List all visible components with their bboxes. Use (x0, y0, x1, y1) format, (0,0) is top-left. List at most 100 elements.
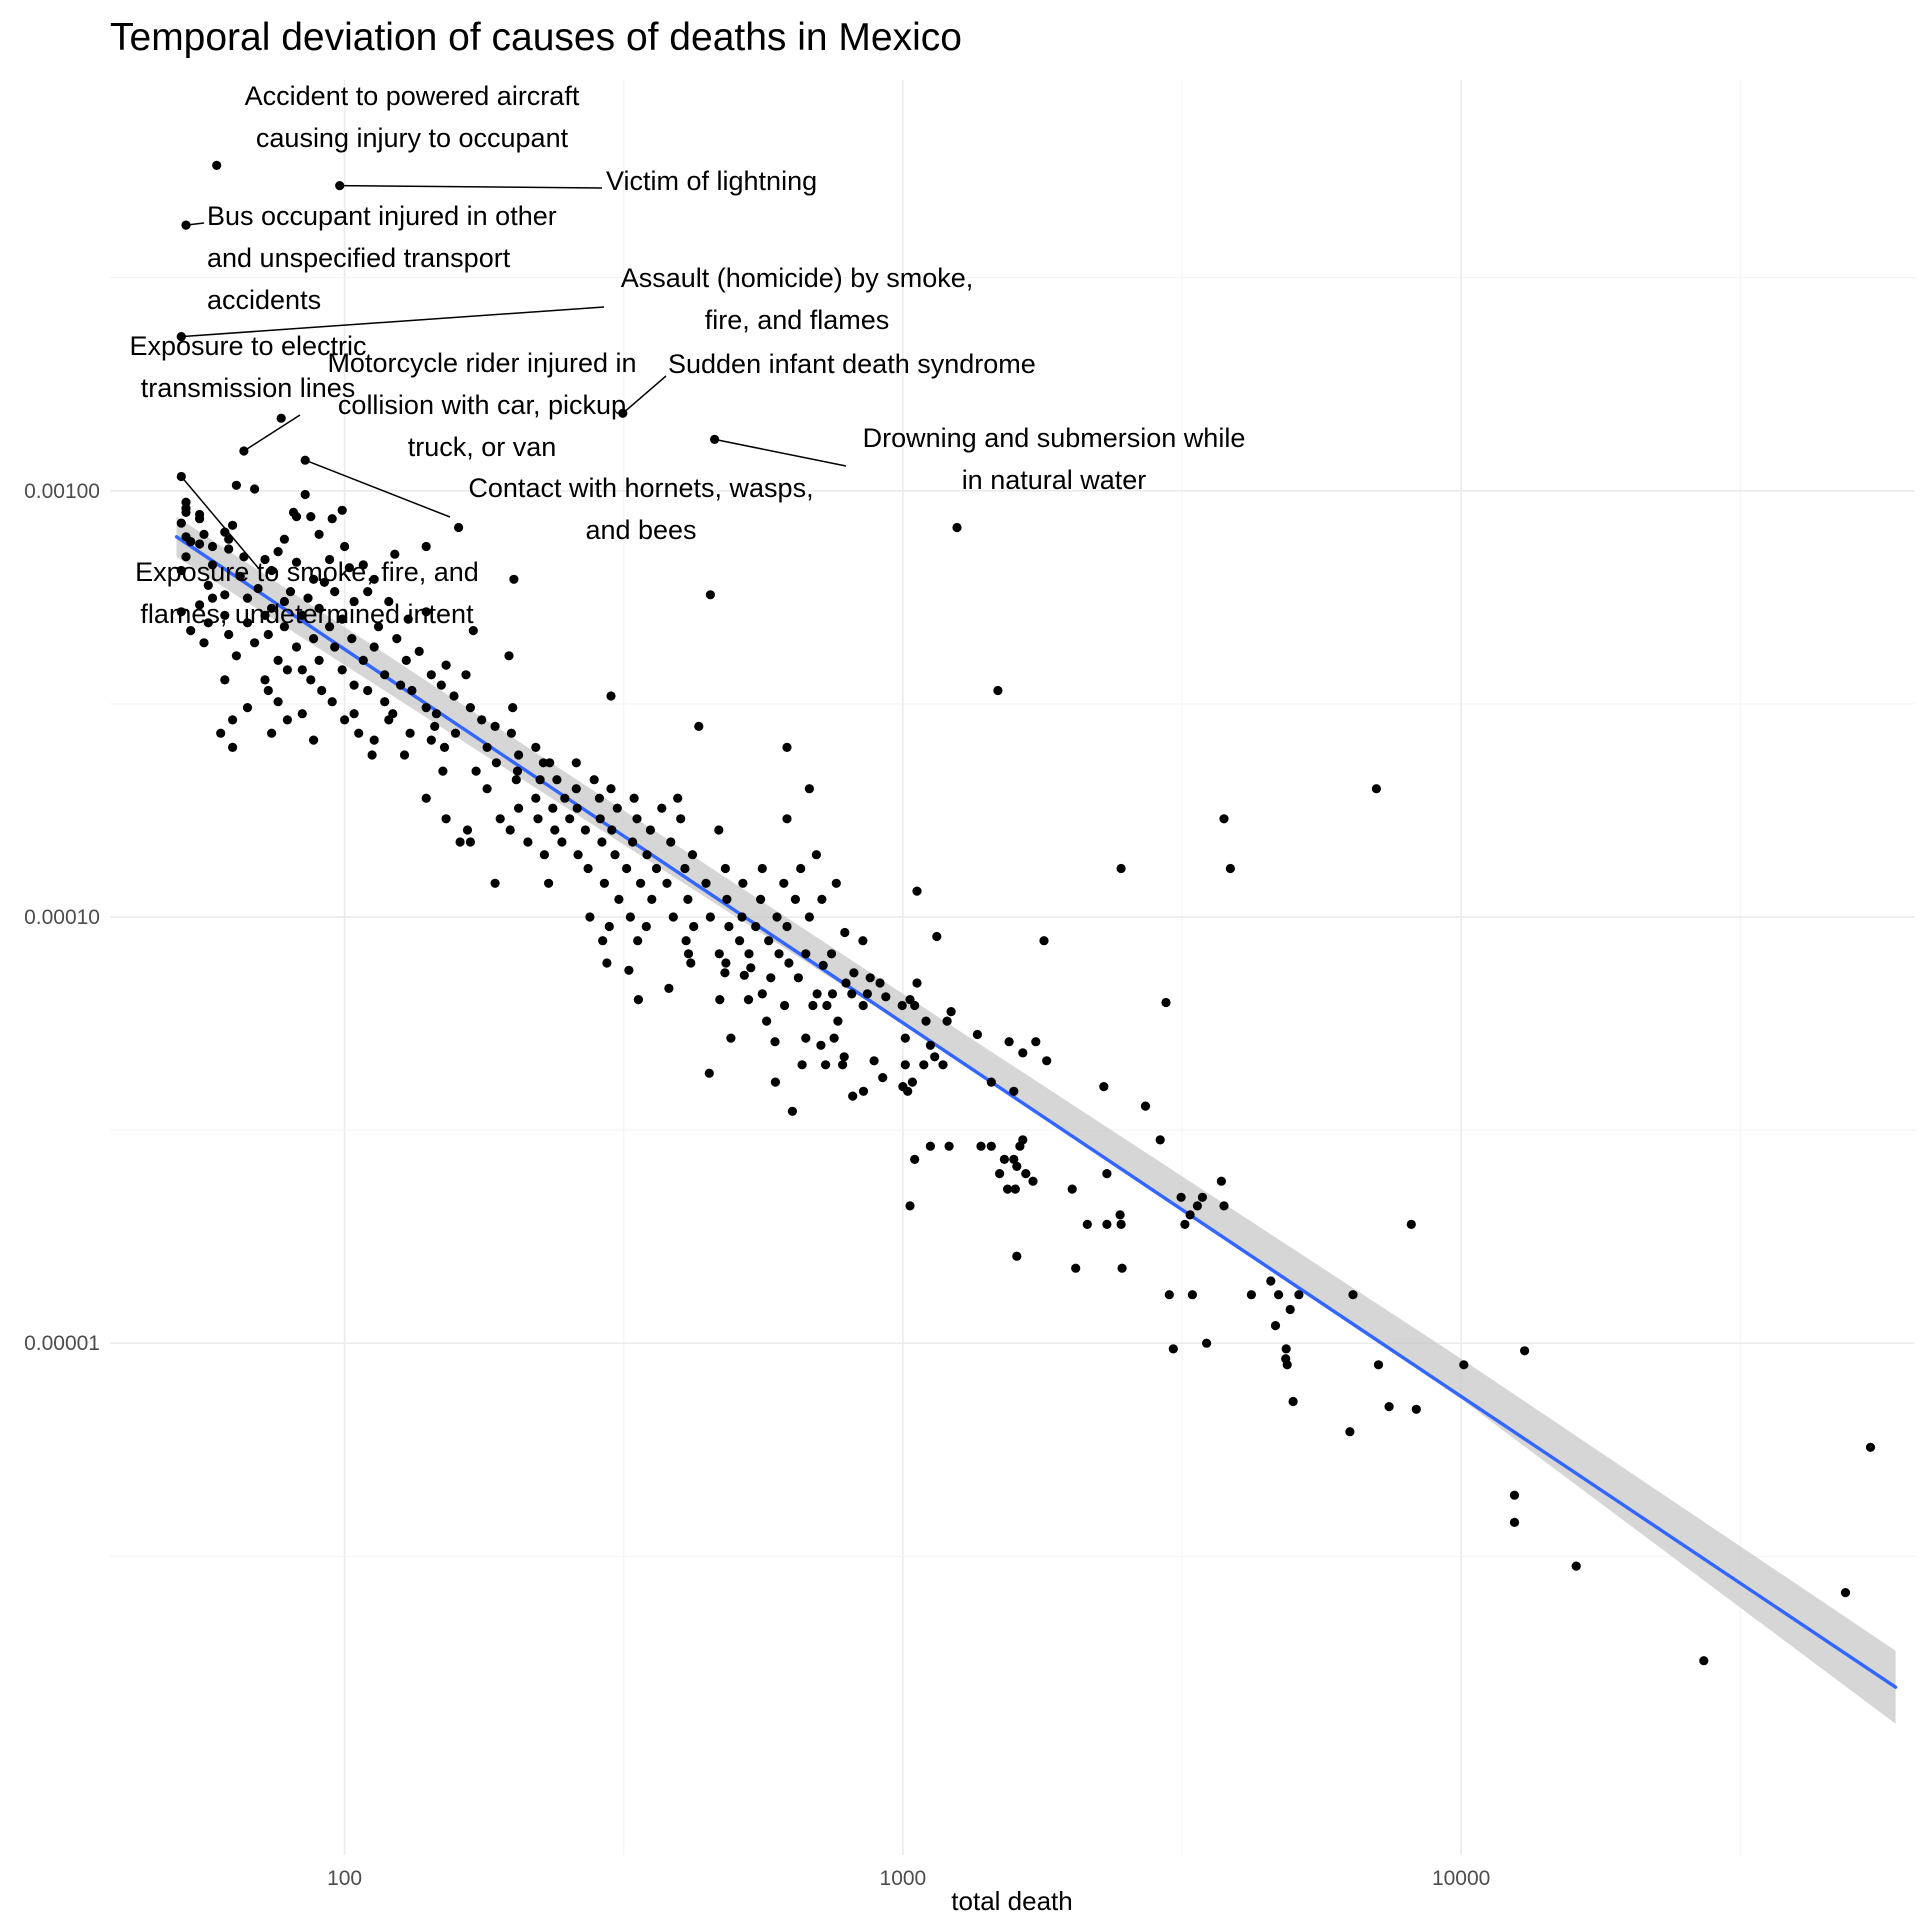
data-point (1102, 1169, 1112, 1179)
data-point (431, 709, 441, 719)
data-point (1274, 1290, 1284, 1300)
data-point (267, 728, 277, 738)
data-point (1406, 1219, 1416, 1229)
data-point (841, 978, 851, 988)
data-point (782, 814, 792, 824)
data-point (651, 863, 662, 874)
data-point (816, 1040, 826, 1050)
data-point (242, 618, 253, 628)
data-point (766, 973, 776, 983)
data-point (279, 596, 289, 607)
data-point (770, 1077, 781, 1087)
data-point (668, 912, 678, 922)
data-point (942, 1016, 952, 1026)
data-point (938, 1060, 948, 1070)
data-point (976, 1141, 986, 1151)
x-tick-label: 100 (327, 1867, 362, 1890)
data-point (865, 973, 875, 983)
data-point (306, 675, 316, 685)
data-point (1102, 1219, 1112, 1229)
data-point (666, 837, 676, 847)
data-point (550, 825, 560, 835)
data-point (317, 685, 327, 696)
data-point (1219, 814, 1229, 824)
data-point (664, 983, 674, 994)
data-point (285, 587, 296, 597)
data-point (176, 518, 186, 528)
data-point (544, 878, 554, 888)
data-point (606, 784, 616, 794)
data-point (509, 574, 519, 584)
data-point (186, 537, 196, 547)
data-point (1071, 1263, 1081, 1273)
annotation-connector-line (243, 414, 301, 452)
data-point (533, 814, 543, 824)
data-point (344, 563, 354, 573)
data-point (1281, 1344, 1291, 1354)
data-point (714, 825, 724, 835)
data-point (250, 638, 260, 648)
data-point (724, 921, 734, 932)
data-point (907, 1077, 918, 1087)
data-point (505, 825, 515, 835)
annotation-connector-line (339, 184, 603, 189)
data-point (203, 580, 213, 591)
data-point (306, 511, 316, 522)
data-point (580, 825, 591, 835)
data-point (176, 471, 186, 482)
data-point (737, 912, 747, 922)
data-point (426, 670, 436, 680)
data-point (774, 949, 784, 959)
data-point (1012, 1251, 1022, 1261)
data-point (224, 629, 234, 640)
data-point (599, 878, 610, 888)
data-point (1180, 1219, 1190, 1229)
data-point (1219, 1201, 1229, 1211)
data-point (704, 1068, 714, 1078)
chart-title: Temporal deviation of causes of deaths i… (110, 16, 962, 59)
data-point (181, 220, 191, 230)
data-point (282, 715, 292, 725)
data-point (439, 742, 450, 753)
data-point (673, 793, 683, 803)
data-point (921, 1016, 931, 1026)
data-point (300, 455, 310, 465)
data-point (689, 921, 699, 932)
data-point (633, 995, 644, 1005)
data-point (207, 560, 218, 570)
data-point (793, 973, 804, 983)
data-point (309, 634, 319, 644)
annotation-label: Exposure to electric transmission lines (129, 331, 366, 403)
data-point (421, 607, 431, 617)
data-point (831, 878, 841, 888)
data-point (224, 544, 234, 554)
y-tick-label: 0.00100 (24, 480, 100, 503)
y-tick-label: 0.00010 (24, 906, 100, 929)
data-point (1031, 1037, 1041, 1047)
data-point (808, 1000, 818, 1011)
data-point (597, 837, 607, 847)
data-point (738, 878, 748, 888)
data-point (340, 541, 350, 552)
data-point (986, 1077, 996, 1087)
data-point (1116, 1219, 1126, 1229)
data-point (739, 970, 749, 980)
data-point (523, 837, 533, 847)
data-point (602, 958, 612, 968)
annotation-label: Exposure to smoke, fire, and flames, unde… (135, 557, 479, 629)
data-point (373, 622, 384, 632)
annotation-label: Bus occupant injured in other and unspeci… (207, 201, 557, 315)
data-point (743, 995, 754, 1005)
data-point (297, 665, 307, 675)
data-point (849, 968, 859, 978)
data-point (801, 949, 811, 959)
data-point (314, 603, 324, 613)
annotation-label-line: Sudden infant death syndrome (668, 349, 1036, 379)
data-point (253, 583, 263, 594)
data-point (686, 958, 696, 968)
annotation-label-line: accidents (207, 285, 321, 315)
data-point (239, 552, 249, 562)
data-point (239, 446, 249, 456)
data-point (1140, 1101, 1151, 1111)
data-point (207, 593, 218, 603)
